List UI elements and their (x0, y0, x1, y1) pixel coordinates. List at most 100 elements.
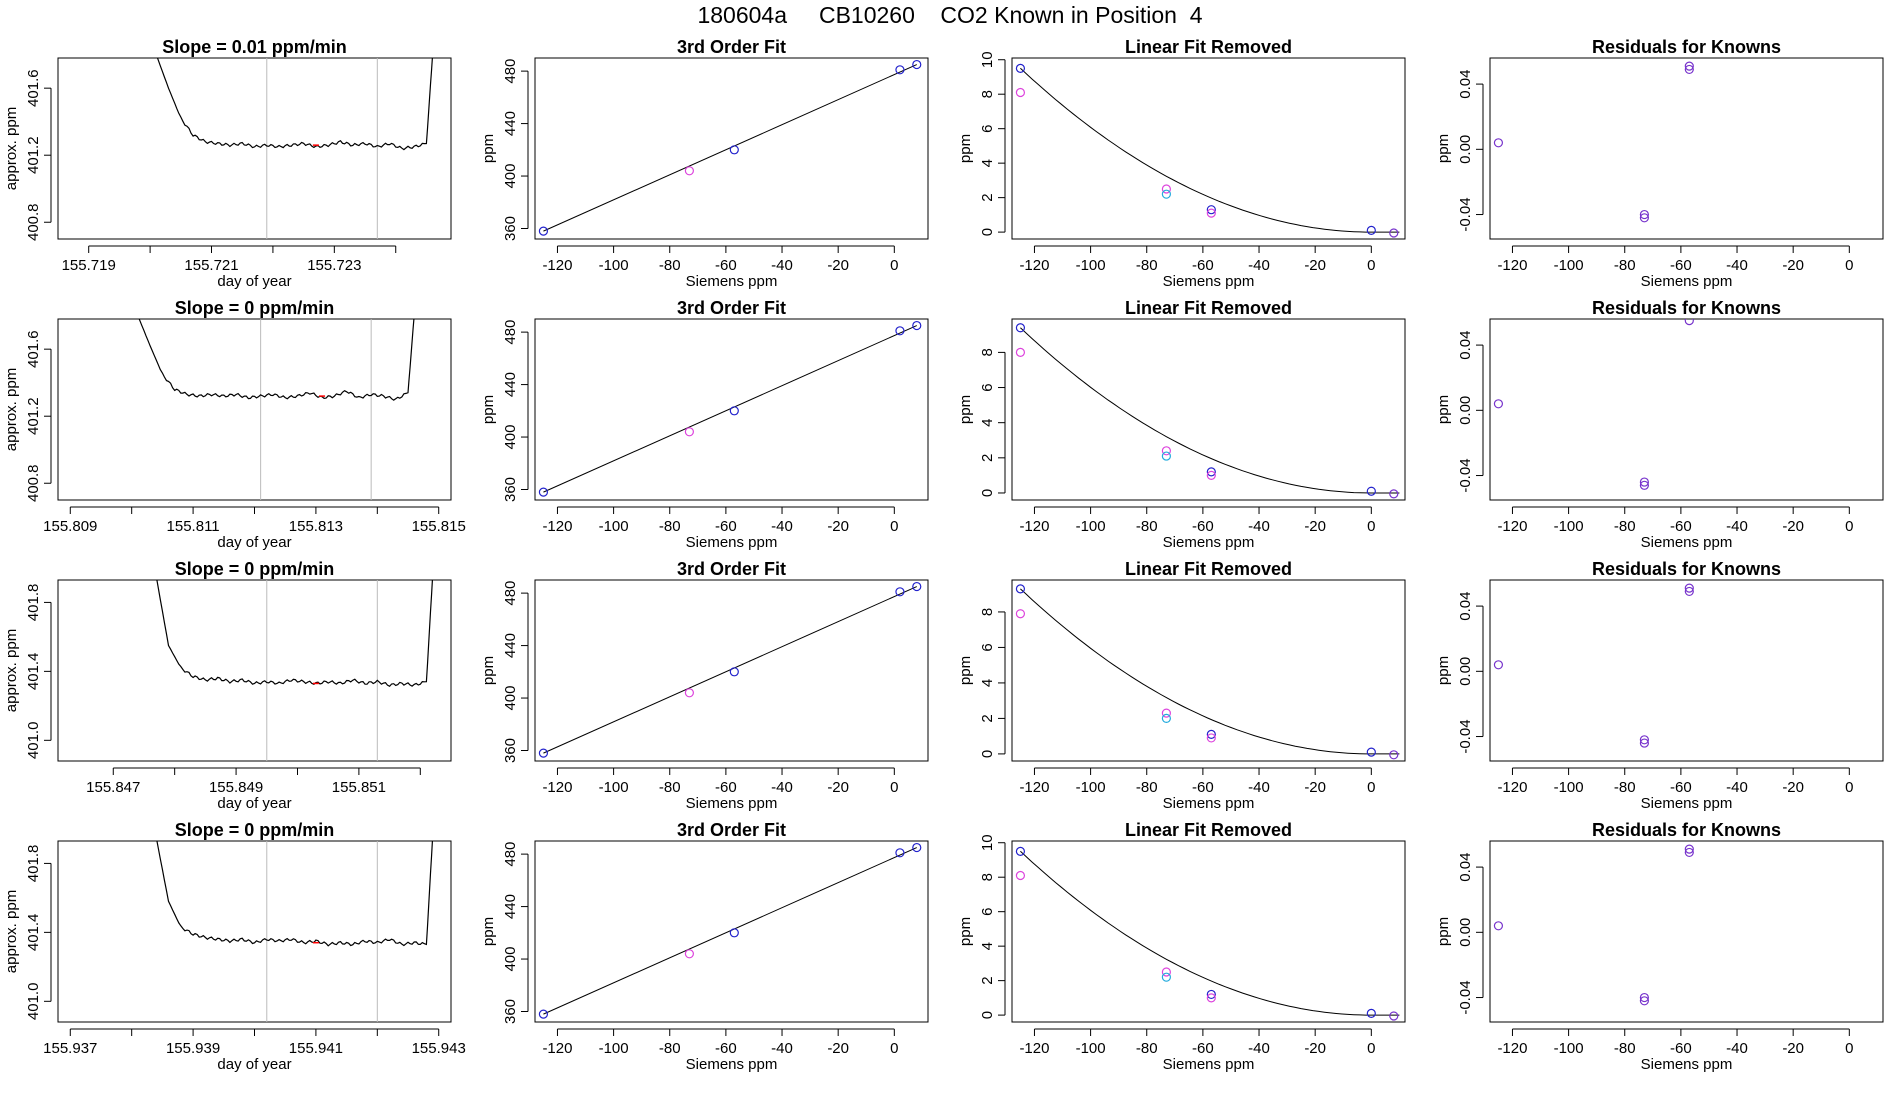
x-tick-label: -120 (1497, 257, 1527, 274)
plot-data (538, 842, 922, 1019)
x-tick-label: -100 (599, 518, 629, 535)
x-tick-label: 155.939 (166, 1040, 220, 1057)
data-point (1015, 584, 1026, 594)
fit-panel-row-2: 3rd Order Fit -120 -100 -80 -60 -40 -20 0 Siemen… (480, 298, 929, 551)
x-tick-label: -120 (542, 1040, 572, 1057)
time-series-panel-row-1: Slope = 0.01 ppm/min 155.719 155.721 155.72… (3, 37, 452, 290)
data-point (1015, 870, 1026, 881)
data-point (1684, 583, 1694, 593)
x-tick-label: -100 (1076, 1040, 1106, 1057)
y-tick-label: 440 (502, 372, 519, 397)
panel-title: Slope = 0.01 ppm/min (162, 37, 347, 57)
x-tick-label: -60 (1192, 779, 1214, 796)
linear-removed-panel-row-2: Linear Fit Removed -120 -100 -80 -60 -40 -20 0 S… (957, 298, 1406, 551)
data-point (1206, 208, 1216, 218)
y-tick-label: 0 (979, 750, 996, 758)
x-tick-label: -100 (1076, 257, 1106, 274)
plot-frame (57, 579, 452, 762)
x-tick-label: -40 (1726, 257, 1748, 274)
y-axis-title: ppm (957, 395, 974, 424)
plot-data (1493, 319, 1694, 490)
x-tick-label: -80 (1614, 257, 1636, 274)
y-tick-label: 0.00 (1457, 396, 1474, 425)
x-tick-label: -80 (659, 1040, 681, 1057)
x-axis-title: Siemens ppm (1641, 534, 1733, 551)
x-tick-label: -20 (827, 257, 849, 274)
data-point (1161, 184, 1171, 194)
x-tick-label: -120 (542, 779, 572, 796)
x-tick-label: -120 (1497, 518, 1527, 535)
panel-title: 3rd Order Fit (677, 820, 786, 840)
plot-data (156, 580, 434, 761)
data-point (1206, 470, 1216, 480)
x-tick-label: -120 (1019, 1040, 1049, 1057)
data-point (1684, 586, 1694, 597)
y-axis-title: ppm (480, 917, 497, 946)
y-tick-label: 4 (979, 419, 996, 427)
x-axis-title: Siemens ppm (1163, 534, 1255, 551)
y-tick-label: 401.0 (25, 722, 42, 760)
data-point (538, 487, 549, 497)
data-point (912, 59, 922, 70)
plot-frame (1489, 579, 1884, 762)
y-tick-label: 8 (979, 90, 996, 98)
y-tick-label: 360 (502, 999, 519, 1024)
data-point (1161, 451, 1171, 461)
y-tick-label: 8 (979, 608, 996, 616)
plot-data (1015, 846, 1400, 1021)
y-tick-label: 440 (502, 894, 519, 919)
x-tick-label: -80 (1614, 518, 1636, 535)
y-tick-label: 401.2 (25, 136, 42, 174)
plot-frame (534, 840, 929, 1023)
y-tick-label: 0.04 (1457, 591, 1474, 620)
x-axis-title: day of year (217, 1056, 291, 1073)
data-point (538, 1009, 549, 1019)
x-tick-label: 155.943 (412, 1040, 466, 1057)
y-tick-label: 6 (979, 643, 996, 651)
panel-title: Linear Fit Removed (1125, 559, 1292, 579)
x-tick-label: 0 (1845, 257, 1853, 274)
data-point (895, 587, 905, 597)
data-point (1639, 213, 1649, 223)
x-axis-title: Siemens ppm (686, 534, 778, 551)
x-tick-label: -40 (1726, 518, 1748, 535)
y-tick-label: 400 (502, 947, 519, 972)
x-tick-label: -40 (771, 779, 793, 796)
x-tick-label: -40 (771, 1040, 793, 1057)
fit-curve (1020, 327, 1400, 494)
x-tick-label: 155.847 (86, 779, 140, 796)
x-tick-label: -60 (1192, 518, 1214, 535)
time-series-panel-row-4: Slope = 0 ppm/min 155.937 155.939 155.941 15… (3, 820, 466, 1073)
y-tick-label: 440 (502, 633, 519, 658)
x-tick-label: -80 (1136, 257, 1158, 274)
y-tick-label: 4 (979, 942, 996, 950)
x-tick-label: -20 (1782, 1040, 1804, 1057)
panel-title: Linear Fit Removed (1125, 820, 1292, 840)
x-tick-label: -20 (827, 518, 849, 535)
plot-frame (1011, 318, 1406, 501)
data-point (729, 406, 739, 416)
x-axis-title: Siemens ppm (1641, 273, 1733, 290)
x-tick-label: -40 (1726, 779, 1748, 796)
y-tick-label: 2 (979, 193, 996, 201)
panel-title: Residuals for Knowns (1592, 559, 1781, 579)
data-point (1493, 399, 1504, 409)
y-axis-title: ppm (1435, 917, 1452, 946)
plot-frame (57, 318, 452, 501)
x-tick-label: -80 (1136, 1040, 1158, 1057)
x-tick-label: -60 (1192, 1040, 1214, 1057)
plot-data (138, 319, 415, 500)
y-tick-label: 401.8 (25, 845, 42, 883)
data-point (895, 65, 905, 75)
data-point (538, 748, 549, 758)
panel-title: 3rd Order Fit (677, 37, 786, 57)
panel-title: 3rd Order Fit (677, 298, 786, 318)
data-point (729, 667, 739, 677)
y-axis-title: ppm (1435, 395, 1452, 424)
x-tick-label: 0 (890, 1040, 898, 1057)
x-tick-label: 0 (1367, 1040, 1375, 1057)
y-axis-title: ppm (480, 395, 497, 424)
concentration-trace (156, 841, 434, 947)
plot-data (1493, 61, 1694, 223)
plot-data (1015, 63, 1400, 238)
